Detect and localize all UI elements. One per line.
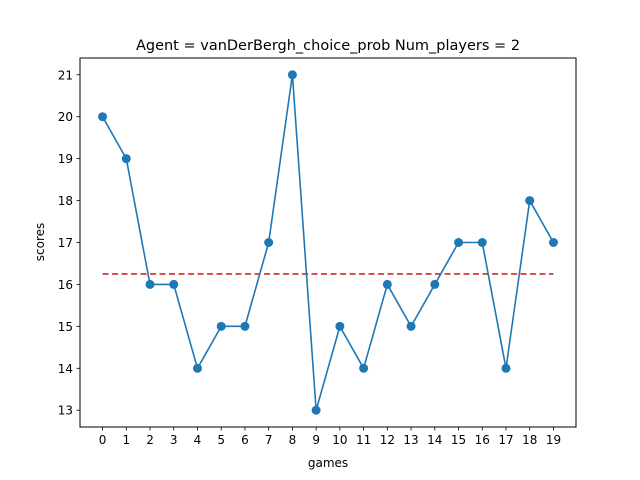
data-point [477,238,487,247]
x-axis-label: games [308,456,348,470]
x-tick-label: 2 [146,433,154,447]
data-point [454,238,464,247]
data-point [121,154,131,164]
y-tick-label: 21 [58,68,73,82]
x-tick-label: 17 [498,433,513,447]
y-tick-label: 13 [58,404,73,418]
y-tick-label: 17 [58,236,73,250]
x-tick-label: 7 [265,433,273,447]
chart-title: Agent = vanDerBergh_choice_prob Num_play… [136,38,520,54]
data-point [525,196,535,206]
x-tick-label: 4 [194,433,202,447]
data-point [98,112,108,122]
data-point [264,238,274,247]
data-point [548,238,558,247]
data-point [359,363,369,373]
data-point [382,279,392,289]
y-tick-label: 19 [58,152,73,166]
x-tick-label: 14 [427,433,442,447]
x-tick-label: 18 [522,433,537,447]
data-point [240,321,250,331]
data-point [335,321,345,331]
data-point [145,279,155,289]
data-point [406,321,416,331]
x-tick-label: 11 [356,433,371,447]
x-tick-label: 0 [99,433,107,447]
data-point [311,405,321,415]
x-tick-label: 12 [380,433,395,447]
x-tick-label: 15 [451,433,466,447]
y-axis: 13 14 15 16 17 18 19 20 21 [58,68,80,418]
data-point [192,363,202,373]
y-tick-label: 14 [58,362,73,376]
x-tick-label: 13 [403,433,418,447]
y-tick-label: 20 [58,110,73,124]
y-tick-label: 18 [58,194,73,208]
x-tick-label: 6 [241,433,249,447]
x-tick-label: 16 [475,433,490,447]
data-point [169,279,179,289]
x-tick-label: 1 [122,433,130,447]
x-tick-label: 8 [289,433,297,447]
data-point [287,70,297,80]
x-axis: 0 1 2 3 4 5 6 7 8 9 10 11 12 13 14 15 16 17 18 19 [99,427,561,447]
x-tick-label: 9 [312,433,320,447]
x-tick-label: 19 [546,433,561,447]
plot-frame [79,57,577,428]
y-tick-label: 16 [58,278,73,292]
x-tick-label: 10 [332,433,347,447]
data-point [216,321,226,331]
x-tick-label: 3 [170,433,178,447]
y-tick-label: 15 [58,320,73,334]
y-axis-label: scores [33,223,47,262]
data-point [501,363,511,373]
x-tick-label: 5 [217,433,225,447]
plot-area [98,70,558,415]
data-point [430,279,440,289]
